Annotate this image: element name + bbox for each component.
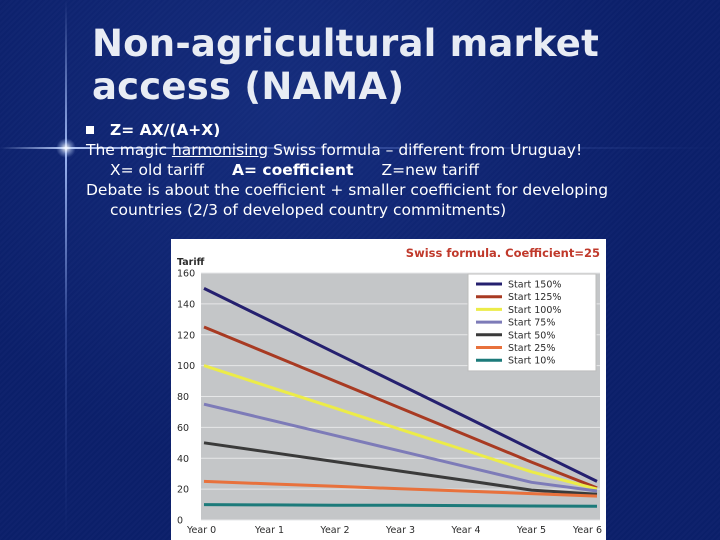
underlined-word: harmonising (171, 141, 269, 159)
y-tick-label: 20 (177, 485, 189, 496)
x-tick-label: Year 5 (516, 525, 546, 536)
body-line-debate: Debate is about the coefficient + smalle… (86, 181, 609, 199)
slide-title-line-2: access (NAMA) (92, 65, 405, 108)
x-tick-label: Year 2 (319, 525, 349, 536)
legend-label: Start 25% (508, 343, 555, 354)
x-tick-label: Year 3 (385, 525, 415, 536)
line-prefix: The magic (86, 141, 172, 159)
body-line-swiss-formula: The magic harmonising Swiss formula – di… (86, 140, 706, 160)
decor-horizontal-line (0, 147, 720, 149)
legend-label: Start 100% (508, 305, 561, 316)
line-suffix: Swiss formula – different from Uruguay! (268, 141, 583, 159)
x-tick-label: Year 4 (450, 525, 480, 536)
y-tick-label: 120 (177, 330, 195, 341)
y-tick-label: 40 (177, 454, 189, 465)
series-line-start-150 (203, 287, 598, 483)
y-tick-label: 140 (177, 299, 195, 310)
chart-svg: 0 20 40 60 80 100 120 140 160 Year 0 Year 1 Year 2… (171, 239, 606, 540)
y-tick-label: 0 (177, 516, 183, 527)
definition-a: A= coefficient (232, 161, 354, 179)
x-tick-label: Year 6 (572, 525, 602, 536)
decor-light-flare (56, 138, 76, 158)
body-line-definitions: X= old tariff A= coefficient Z=new tariff (86, 160, 706, 180)
legend-label: Start 75% (508, 318, 555, 329)
swiss-formula-chart: 0 20 40 60 80 100 120 140 160 Year 0 Year 1 Year 2… (171, 239, 606, 540)
legend-label: Start 150% (508, 280, 561, 291)
bullet-formula: Z= AX/(A+X) (86, 120, 706, 140)
decor-vertical-line (65, 0, 67, 540)
slide-body: Z= AX/(A+X) The magic harmonising Swiss … (86, 120, 706, 220)
y-tick-label: 100 (177, 361, 195, 372)
series-line-start-100 (203, 364, 598, 491)
legend-label: Start 125% (508, 292, 561, 303)
definition-z: Z=new tariff (381, 161, 480, 179)
y-axis-label: Tariff (177, 257, 205, 268)
body-line-countries: countries (2/3 of developed country comm… (110, 201, 507, 219)
slide-title: Non-agricultural market access (NAMA) (92, 22, 599, 108)
legend-label: Start 50% (508, 330, 555, 341)
x-tick-label: Year 0 (186, 525, 216, 536)
y-tick-labels: 0 20 40 60 80 100 120 140 160 (177, 269, 195, 527)
y-tick-label: 80 (177, 392, 189, 403)
series-line-start-10 (203, 503, 598, 508)
series-line-start-25 (203, 479, 598, 498)
y-tick-label: 160 (177, 269, 195, 280)
chart-legend: Start 150%Start 125%Start 100%Start 75%S… (467, 273, 597, 372)
formula-text: Z= AX/(A+X) (110, 121, 221, 139)
x-tick-label: Year 1 (254, 525, 284, 536)
series-line-start-125 (203, 325, 598, 490)
slide-title-line-1: Non-agricultural market (92, 22, 599, 65)
series-line-start-75 (203, 402, 598, 493)
chart-title: Swiss formula. Coefficient=25 (406, 246, 600, 260)
square-bullet-icon (86, 126, 94, 134)
series-line-start-50 (203, 441, 598, 496)
definition-x: X= old tariff (110, 161, 205, 179)
x-tick-labels: Year 0 Year 1 Year 2 Year 3 Year 4 Year 5 Year… (186, 525, 602, 536)
series-lines (203, 287, 598, 508)
y-tick-label: 60 (177, 423, 189, 434)
legend-label: Start 10% (508, 356, 555, 367)
